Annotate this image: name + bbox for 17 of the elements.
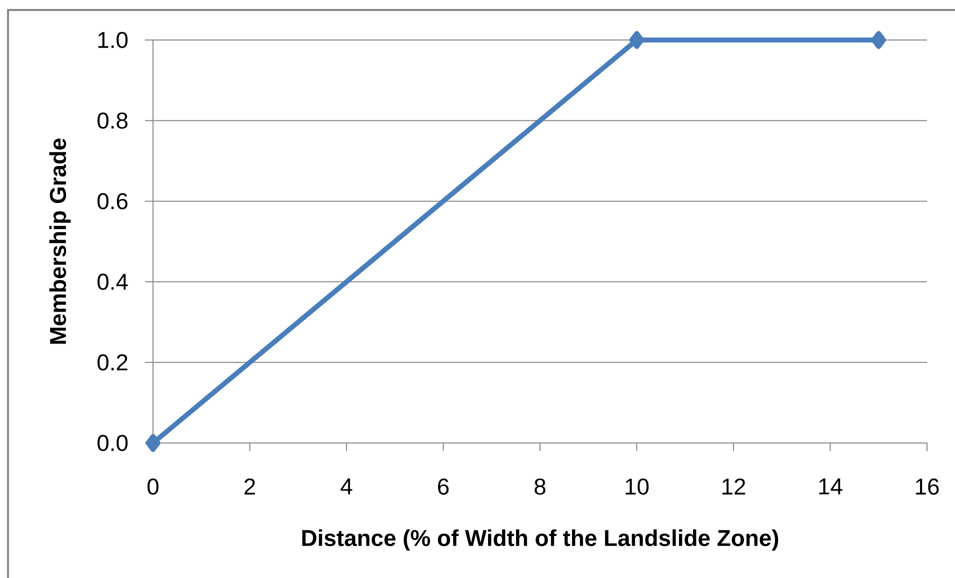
y-axis-title: Membership Grade <box>49 138 71 344</box>
y-tick-label: 0.6 <box>98 193 128 210</box>
x-tick-label: 14 <box>819 478 842 494</box>
x-tick-label: 2 <box>244 478 255 495</box>
x-axis-title: Distance (% of Width of the Landslide Zone) <box>302 529 778 551</box>
y-tick-label: 0.0 <box>98 434 128 452</box>
x-tick-label: 4 <box>340 478 352 494</box>
y-tick-label: 0.8 <box>98 112 128 129</box>
x-tick-label: 10 <box>626 478 649 495</box>
y-tick-label: 0.4 <box>98 274 128 290</box>
x-tick-label: 12 <box>722 478 746 495</box>
x-tick-label: 16 <box>916 478 939 495</box>
x-tick-label: 0 <box>148 478 158 495</box>
x-tick-label: 6 <box>438 478 449 495</box>
x-tick-label: 8 <box>534 478 546 495</box>
y-tick-label: 0.2 <box>98 354 128 371</box>
y-tick-label: 1.0 <box>98 32 128 48</box>
